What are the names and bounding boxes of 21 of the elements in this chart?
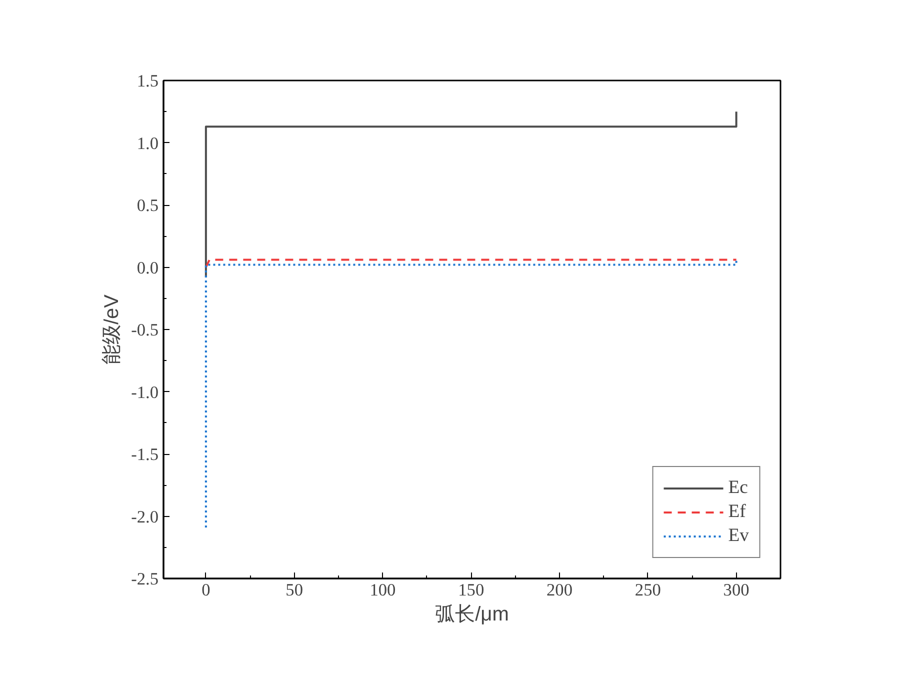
legend-label: Ec <box>728 477 748 499</box>
y-tick-label: 1.0 <box>136 134 159 153</box>
y-tick-label: -1.0 <box>131 382 159 402</box>
x-tick-label: 200 <box>546 580 573 600</box>
x-tick-label: 50 <box>286 580 303 600</box>
y-tick-label: 1.5 <box>136 72 159 90</box>
y-tick-label: -0.5 <box>131 320 159 340</box>
y-tick-label: -2.0 <box>131 507 159 526</box>
y-tick-label: -1.5 <box>131 445 159 464</box>
x-tick-label: 100 <box>370 580 396 600</box>
legend-label: Ev <box>728 525 749 547</box>
legend-label: Ef <box>728 501 747 523</box>
y-tick-label: -2.5 <box>131 570 159 588</box>
x-tick-label: 250 <box>634 580 661 600</box>
x-tick-label: 0 <box>202 580 210 600</box>
x-tick-label: 300 <box>723 580 750 600</box>
y-tick-label: 0.5 <box>136 196 159 215</box>
x-tick-label: 150 <box>458 580 484 600</box>
x-axis-title: 弧长/μm <box>435 604 509 626</box>
y-axis-title: 能级/eV <box>101 294 124 365</box>
y-tick-label: 0.0 <box>136 258 159 278</box>
